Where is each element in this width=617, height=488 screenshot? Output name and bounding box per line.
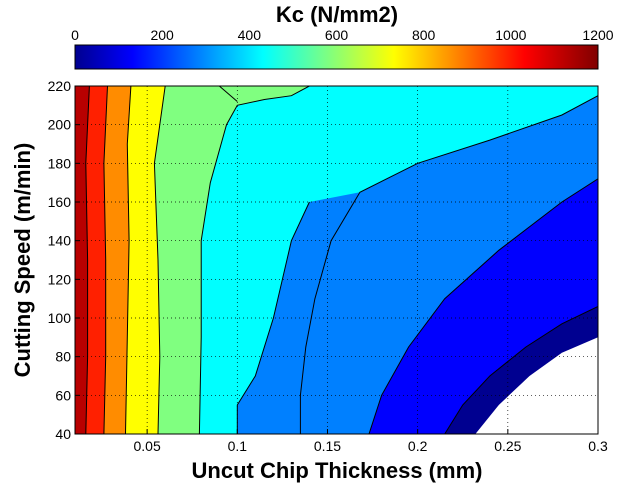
plot-area — [75, 86, 598, 434]
x-tick-label: 0.15 — [314, 438, 341, 454]
x-tick-label: 0.2 — [408, 438, 428, 454]
plot-frame — [74, 85, 599, 435]
y-tick-label: 200 — [48, 117, 72, 133]
colorbar-tick-label: 400 — [238, 27, 262, 43]
x-tick-label: 0.05 — [134, 438, 161, 454]
colorbar-tick-label: 800 — [412, 27, 436, 43]
contour-line-500 — [218, 86, 238, 102]
contour-line-800 — [125, 86, 132, 434]
x-tick-label: 0.1 — [228, 438, 248, 454]
contour-line-1000 — [85, 86, 90, 434]
y-tick-label: 220 — [48, 78, 72, 94]
x-axis-label: Uncut Chip Thickness (mm) — [192, 458, 483, 483]
colorbar-tick-label: 600 — [325, 27, 349, 43]
colorbar-tick-label: 0 — [71, 27, 79, 43]
contour-line-200 — [444, 305, 598, 434]
contour-line-900 — [103, 86, 108, 434]
y-tick-label: 100 — [48, 310, 72, 326]
colorbar-ticks: 0 200 400 600 800 1000 1200 — [71, 27, 614, 43]
y-tick-label: 60 — [55, 387, 71, 403]
colorbar-tick-label: 200 — [150, 27, 174, 43]
x-ticks: 0.05 0.1 0.15 0.2 0.25 0.3 — [134, 429, 608, 454]
colorbar-title: Kc (N/mm2) — [276, 2, 398, 27]
colorbar-tick-label: 1000 — [495, 27, 526, 43]
region-blank — [475, 337, 598, 434]
x-tick-label: 0.25 — [494, 438, 521, 454]
y-tick-label: 140 — [48, 233, 72, 249]
contour-line-bulge — [236, 201, 310, 434]
colorbar — [74, 44, 599, 70]
y-axis-label: Cutting Speed (m/min) — [10, 143, 35, 378]
y-tick-label: 180 — [48, 155, 72, 171]
x-tick-label: 0.3 — [588, 438, 608, 454]
contour-line-700 — [153, 86, 166, 434]
y-tick-label: 80 — [55, 349, 71, 365]
y-tick-label: 160 — [48, 194, 72, 210]
colorbar-tick-label: 1200 — [582, 27, 613, 43]
contour-line-300 — [368, 178, 598, 434]
contour-line-600 — [198, 86, 310, 434]
y-ticks: 40 60 80 100 120 140 160 180 200 220 — [48, 78, 80, 442]
y-tick-label: 120 — [48, 271, 72, 287]
y-tick-label: 40 — [55, 426, 71, 442]
contour-line-400 — [299, 95, 598, 434]
